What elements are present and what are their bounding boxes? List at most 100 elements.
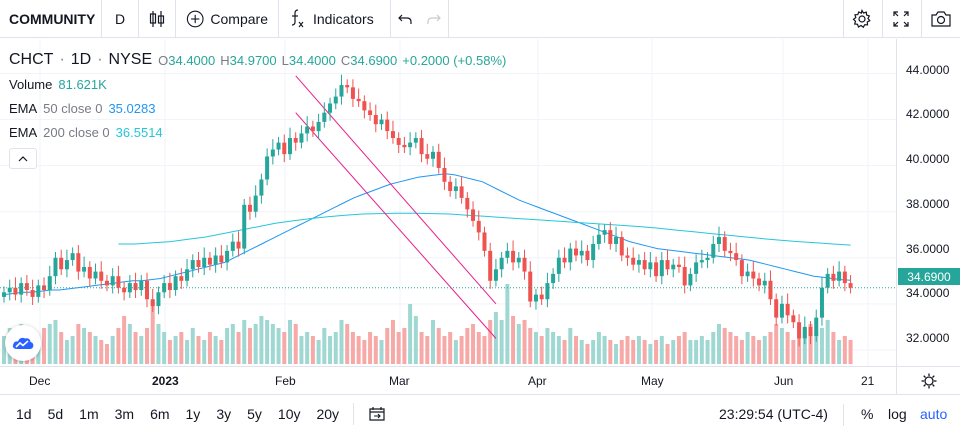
candle-body (751, 271, 756, 279)
legend-volume[interactable]: Volume 81.621K (9, 72, 511, 96)
volume-bar (396, 332, 401, 364)
price-chart[interactable] (0, 39, 896, 366)
volume-bar (373, 336, 378, 364)
candle-body (448, 181, 453, 191)
auto-toggle[interactable]: auto (920, 406, 948, 422)
range-1m-button[interactable]: 1m (79, 406, 99, 422)
volume-bar (516, 324, 521, 364)
timezone-clock[interactable]: 23:29:54 (UTC-4) (719, 406, 828, 422)
time-scale[interactable]: Dec 2023 Feb Mar Apr May Jun 21 (0, 366, 896, 394)
volume-bar (350, 332, 355, 364)
volume-bar (585, 344, 590, 364)
range-10y-button[interactable]: 10y (277, 406, 301, 422)
volume-bar (779, 328, 784, 364)
goto-date-button[interactable] (368, 406, 386, 422)
candle-body (551, 273, 556, 284)
candle-body (711, 243, 716, 258)
volume-bar (42, 328, 47, 364)
percent-toggle[interactable]: % (861, 406, 874, 422)
range-1y-button[interactable]: 1y (185, 406, 201, 422)
candle-body (7, 287, 12, 293)
price-scale[interactable]: 44.0000 42.0000 40.0000 38.0000 36.0000 … (896, 39, 960, 366)
volume-bar (762, 336, 767, 364)
symbol-search-button[interactable]: COMMUNITY (0, 0, 102, 38)
range-1d-button[interactable]: 1d (16, 406, 32, 422)
volume-bar (739, 340, 744, 364)
volume-bar (608, 340, 613, 364)
range-5y-button[interactable]: 5y (247, 406, 262, 422)
range-3y-button[interactable]: 3y (216, 406, 232, 422)
candles-icon (149, 10, 165, 27)
legend-ema50[interactable]: EMA 50 close 0 35.0283 (9, 96, 511, 120)
time-tick: Dec (29, 374, 51, 388)
candle-body (642, 260, 647, 270)
candle-body (230, 241, 235, 251)
time-tick: Mar (389, 374, 410, 388)
candle-body (545, 283, 550, 300)
range-3m-button[interactable]: 3m (114, 406, 135, 422)
volume-bar (156, 324, 161, 364)
chart-legend: CHCT · 1D · NYSE O 34.4000 H 34.9700 L 34.4… (9, 48, 511, 169)
chart-type-button[interactable] (139, 0, 176, 38)
undo-button[interactable] (391, 0, 419, 38)
gear-icon (852, 9, 871, 29)
candle-body (842, 271, 847, 284)
volume-bar (179, 332, 184, 364)
scale-settings-button[interactable] (896, 366, 960, 394)
volume-bar (345, 324, 350, 364)
volume-bar (556, 336, 561, 364)
interval-button[interactable]: D (102, 0, 139, 38)
current-price-tag: 34.6900 (898, 268, 960, 285)
legend-main-series[interactable]: CHCT · 1D · NYSE O 34.4000 H 34.9700 L 34.4… (9, 48, 511, 72)
symbol-label: COMMUNITY (9, 10, 96, 27)
range-5d-button[interactable]: 5d (47, 406, 64, 422)
volume-bar (711, 332, 716, 364)
screenshot-button[interactable] (921, 0, 960, 38)
candle-body (431, 151, 435, 159)
volume-bar (528, 328, 533, 364)
legend-collapse-button[interactable] (9, 148, 37, 169)
volume-bar (328, 336, 333, 364)
redo-button[interactable] (419, 0, 449, 38)
volume-bar (230, 324, 235, 364)
volume-bar (167, 340, 172, 364)
fullscreen-button[interactable] (882, 0, 919, 38)
volume-bar (225, 328, 230, 364)
volume-bar (694, 340, 699, 364)
chart-pane[interactable]: CHCT · 1D · NYSE O 34.4000 H 34.9700 L 34.4… (0, 39, 896, 366)
legend-ema200[interactable]: EMA 200 close 0 36.5514 (9, 120, 511, 144)
candle-body (722, 237, 727, 251)
candle-body (471, 209, 476, 221)
parallel-channel-drawing[interactable] (295, 75, 497, 339)
candle-body (636, 260, 641, 265)
candle-body (368, 110, 373, 115)
candle-body (762, 280, 767, 286)
volume-bar (757, 340, 762, 364)
candle-body (802, 326, 807, 339)
log-toggle[interactable]: log (888, 406, 907, 422)
candle-body (202, 257, 207, 267)
volume-bar (522, 320, 527, 364)
candle-body (185, 269, 190, 281)
chevron-up-icon (18, 155, 28, 161)
candle-body (93, 271, 98, 279)
volume-bar (602, 336, 607, 364)
candle-body (47, 276, 52, 291)
candle-body (785, 303, 790, 316)
range-20y-button[interactable]: 20y (316, 406, 340, 422)
settings-button[interactable] (843, 0, 880, 38)
volume-bar (53, 320, 58, 364)
channel-upper-line (295, 75, 497, 305)
candle-body (665, 260, 670, 270)
volume-bar (305, 332, 310, 364)
candle-body (791, 315, 796, 323)
indicators-button[interactable]: Indicators (279, 0, 391, 38)
tradingview-logo-button[interactable] (5, 325, 41, 361)
candle-body (179, 276, 184, 281)
candle-body (145, 280, 149, 300)
volume-bar (465, 328, 470, 364)
compare-button[interactable]: Compare (176, 0, 279, 38)
add-circle-icon (186, 10, 204, 27)
range-6m-button[interactable]: 6m (150, 406, 170, 422)
candle-body (53, 257, 58, 277)
